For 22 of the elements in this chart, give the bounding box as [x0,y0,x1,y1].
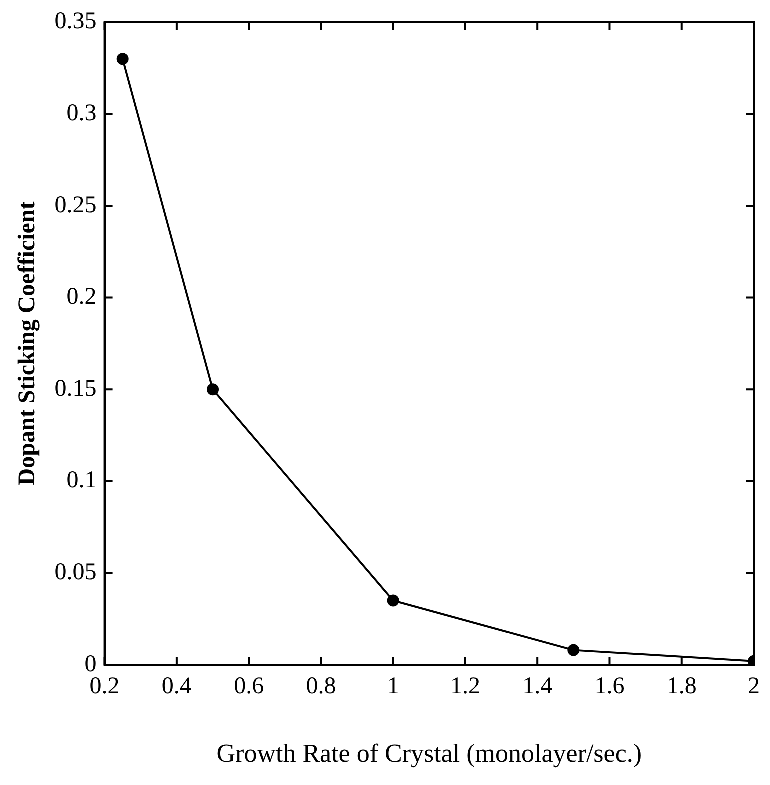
y-tick-label: 0.3 [66,100,97,126]
y-tick-label: 0.2 [66,284,97,310]
x-tick-label: 1 [387,674,400,700]
x-tick-label: 0.4 [162,674,192,700]
y-tick-label: 0.1 [66,468,97,494]
point [116,53,129,66]
x-axis-title: Growth Rate of Crystal (monolayer/sec.) [216,739,642,768]
point [207,384,219,396]
y-tick-label: 0.05 [54,559,97,586]
y-axis-title: Dopant Sticking Coefficient [14,202,41,486]
y-tick-label: 0.25 [54,192,97,218]
x-tick-label: 1.4 [522,674,553,700]
x-tick-label: 0.8 [306,674,336,700]
x-tick-label: 1.6 [594,674,625,700]
x-tick-label: 0.6 [234,674,264,700]
y-tick-label: 0.35 [54,8,97,35]
x-tick-label: 2 [748,674,760,700]
y-tick-label: 0.15 [54,376,97,402]
point [568,644,580,656]
x-tick-label: 1.2 [450,674,480,700]
x-tick-label: 1.8 [666,674,697,700]
point [387,594,400,607]
